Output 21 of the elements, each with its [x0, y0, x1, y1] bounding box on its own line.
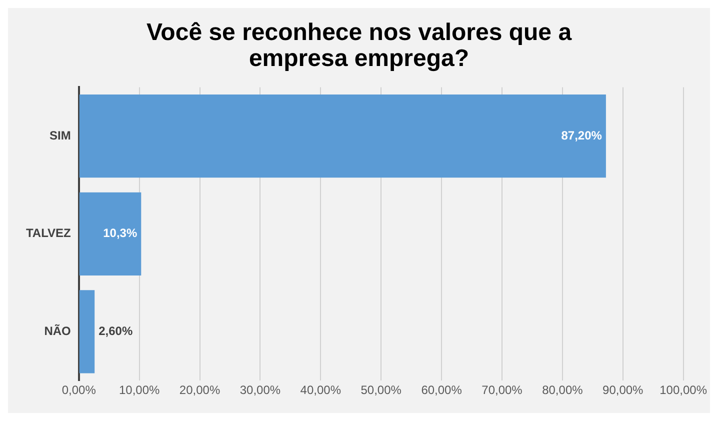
bar [79, 192, 142, 276]
x-tick-label: 20,00% [179, 383, 220, 398]
x-tick-label: 60,00% [421, 383, 462, 398]
bar [79, 94, 606, 178]
x-tick-label: 90,00% [602, 383, 644, 398]
chart-title: Você se reconhece nos valores que a empresa emprega? [145, 18, 573, 72]
x-tick-label: 80,00% [542, 383, 584, 398]
data-label: 87,20% [561, 128, 602, 142]
x-tick-label: 30,00% [240, 383, 281, 398]
y-tick-label: NÃO [44, 324, 71, 338]
x-tick-label: 50,00% [360, 383, 402, 398]
y-tick-label: TALVEZ [26, 226, 71, 240]
data-label: 10,3% [103, 226, 138, 240]
x-tick-label: 0,00% [62, 383, 96, 398]
x-tick-label: 10,00% [118, 383, 160, 398]
data-label: 2,60% [98, 324, 133, 338]
y-tick-label: SIM [50, 128, 71, 142]
bar [79, 290, 95, 374]
x-tick-label: 40,00% [300, 383, 342, 398]
x-tick-label: 100,00% [660, 383, 708, 398]
x-tick-label: 70,00% [482, 383, 523, 398]
